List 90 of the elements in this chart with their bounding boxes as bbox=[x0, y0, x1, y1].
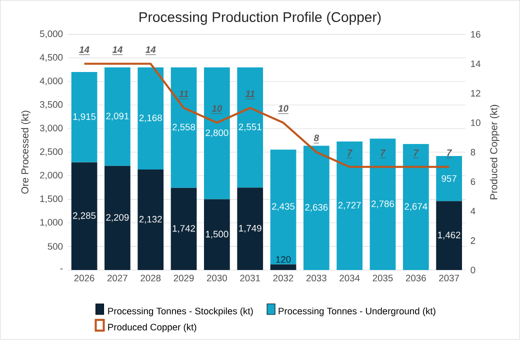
bar bbox=[270, 264, 296, 270]
y-tick-label: - bbox=[60, 268, 63, 270]
data-label: 7 bbox=[348, 150, 353, 156]
x-tick-label: 2028 bbox=[140, 274, 161, 282]
y-tick-label: 4,500 bbox=[40, 54, 63, 62]
y-tick-label: 3,000 bbox=[40, 124, 63, 133]
y2-tick-label: 2 bbox=[470, 237, 476, 244]
bar bbox=[204, 199, 230, 270]
y2-tick-label: 8 bbox=[470, 149, 476, 156]
bar bbox=[71, 162, 98, 270]
data-label: 14 bbox=[112, 46, 122, 53]
bar bbox=[270, 150, 296, 264]
x-tick-label: 2033 bbox=[306, 274, 326, 282]
chart-title: Processing Production Profile (Copper) bbox=[140, 12, 381, 25]
data-label: 10 bbox=[278, 105, 288, 112]
data-label: 2,558 bbox=[172, 124, 196, 132]
y-tick-label: 1,500 bbox=[40, 196, 63, 204]
legend-label: Processing Tonnes - Underground (kt) bbox=[278, 308, 436, 316]
y-tick-label: 500 bbox=[48, 243, 63, 250]
data-label: 2,786 bbox=[372, 200, 394, 208]
bar bbox=[138, 170, 164, 270]
data-label: 14 bbox=[146, 46, 156, 53]
bar bbox=[370, 138, 396, 270]
bar bbox=[436, 156, 462, 202]
data-label: 11 bbox=[245, 90, 254, 98]
bar bbox=[436, 201, 462, 270]
data-label: 120 bbox=[276, 256, 291, 263]
bar bbox=[138, 67, 164, 170]
y-axis-title: Ore Processed (kt) bbox=[21, 110, 30, 194]
data-label: 1,462 bbox=[438, 232, 460, 240]
x-tick-label: 2031 bbox=[240, 274, 260, 282]
data-label: 1,500 bbox=[206, 230, 228, 239]
y-tick-label: 5,000 bbox=[40, 30, 63, 38]
legend-label: Processing Tonnes - Stockpiles (kt) bbox=[108, 308, 253, 316]
bar bbox=[204, 67, 230, 200]
data-label: 10 bbox=[212, 105, 222, 112]
x-tick-label: 2030 bbox=[206, 274, 227, 282]
y-tick-label: 3,500 bbox=[40, 101, 63, 110]
y2-tick-label: 6 bbox=[470, 178, 476, 186]
data-label: 2,727 bbox=[338, 202, 361, 210]
y2-tick-label: 14 bbox=[471, 60, 480, 68]
data-label: 2,800 bbox=[206, 130, 228, 138]
x-tick-label: 2029 bbox=[174, 274, 194, 282]
x-tick-label: 2036 bbox=[406, 274, 426, 282]
data-label: 2,636 bbox=[305, 204, 328, 212]
bar bbox=[104, 166, 130, 270]
data-label: 2,674 bbox=[404, 203, 428, 211]
data-label: 1,742 bbox=[172, 225, 195, 233]
data-label: 7 bbox=[380, 150, 386, 156]
data-label: 2,132 bbox=[139, 216, 162, 224]
data-label: 2,168 bbox=[139, 114, 162, 122]
bar bbox=[237, 67, 264, 188]
y2-tick-label: 10 bbox=[471, 120, 480, 126]
y2-tick-label: 16 bbox=[471, 31, 480, 38]
y2-tick-label: 4 bbox=[470, 208, 476, 214]
data-label: 2,435 bbox=[272, 203, 295, 211]
y2-tick-label: 12 bbox=[471, 90, 480, 97]
bar bbox=[104, 67, 130, 166]
y2-axis-title: Produced Copper (kt) bbox=[490, 105, 500, 200]
data-label: 2,091 bbox=[106, 112, 129, 121]
data-label: 11 bbox=[179, 90, 188, 98]
x-tick-label: 2037 bbox=[439, 274, 459, 282]
y-tick-label: 2,000 bbox=[40, 172, 63, 180]
y-tick-label: 4,000 bbox=[40, 78, 63, 86]
x-tick-label: 2032 bbox=[273, 274, 294, 282]
y2-tick-label: 0 bbox=[470, 266, 476, 274]
legend-label: Produced Copper (kt) bbox=[108, 324, 196, 332]
data-label: 2,209 bbox=[106, 214, 129, 222]
x-tick-label: 2026 bbox=[74, 274, 94, 282]
y-tick-label: 2,500 bbox=[40, 148, 63, 156]
bar bbox=[303, 146, 330, 270]
y-tick-label: 1,000 bbox=[40, 219, 63, 227]
x-tick-label: 2034 bbox=[340, 274, 360, 282]
data-label: 1,749 bbox=[239, 225, 262, 233]
data-label: 1,915 bbox=[73, 113, 96, 122]
data-label: 2,285 bbox=[73, 212, 96, 220]
data-label: 14 bbox=[79, 46, 90, 53]
x-tick-label: 2027 bbox=[108, 274, 128, 282]
data-label: 7 bbox=[414, 150, 419, 156]
bar bbox=[336, 142, 363, 270]
bar bbox=[170, 67, 197, 188]
bar bbox=[170, 188, 197, 270]
data-label: 8 bbox=[314, 134, 319, 142]
data-label: 957 bbox=[442, 175, 456, 182]
x-tick-label: 2035 bbox=[372, 274, 393, 282]
data-label: 2,551 bbox=[238, 124, 262, 132]
bar bbox=[237, 188, 264, 270]
bar bbox=[71, 72, 98, 162]
data-label: 7 bbox=[447, 150, 452, 156]
bar bbox=[402, 144, 429, 270]
